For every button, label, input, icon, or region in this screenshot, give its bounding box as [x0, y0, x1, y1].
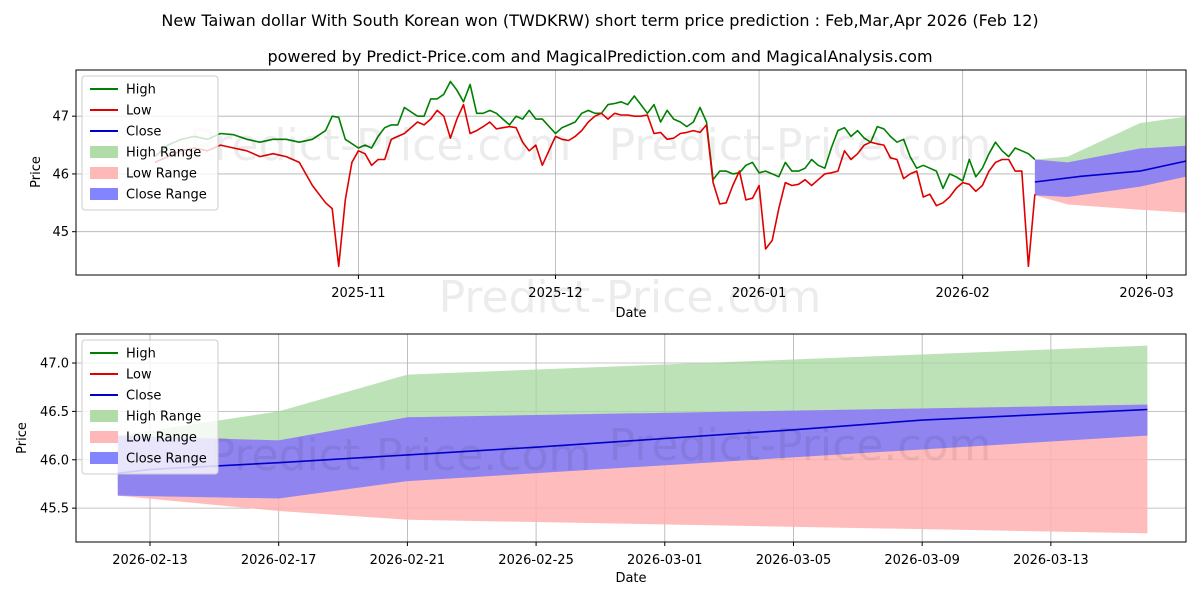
x-tick-label: 2026-03-05: [756, 553, 832, 568]
watermark-text: Predict-Price.com: [439, 272, 822, 323]
x-tick-label: 2026-02-13: [112, 553, 188, 568]
legend-label: Low: [126, 104, 152, 119]
legend-label: High: [126, 347, 156, 362]
x-tick-label: 2026-02-25: [498, 553, 574, 568]
legend-label: High Range: [126, 146, 201, 161]
legend-label: Close: [126, 125, 161, 140]
legend-label: Close: [126, 389, 161, 404]
legend-label: Close Range: [126, 452, 207, 467]
x-tick-label: 2026-03-13: [1013, 553, 1089, 568]
legend-low-range-swatch: [90, 167, 118, 179]
bottom-y-axis-label: Price: [15, 422, 30, 454]
x-tick-label: 2026-01: [732, 286, 786, 301]
legend-close-range-swatch: [90, 452, 118, 464]
x-tick-label: 2026-02-17: [241, 553, 317, 568]
watermark-text: Predict-Price.com: [209, 430, 592, 481]
x-tick-label: 2026-03: [1119, 286, 1173, 301]
bottom-legend: High Low Close High Range Low Range Close Ran…: [81, 339, 219, 475]
legend-close-range-swatch: [90, 188, 118, 200]
legend-label: High Range: [126, 410, 201, 425]
x-tick-label: 2026-02: [936, 286, 990, 301]
watermark-text: Predict-Price.com: [609, 120, 992, 171]
bottom-x-axis-label: Date: [615, 571, 646, 586]
x-tick-label: 2025-11: [331, 286, 385, 301]
watermark-text: Predict-Price.com: [609, 420, 992, 471]
close-forecast-line: [1034, 160, 1186, 183]
bottom-panel: Predict-Price.com Predict-Price.com 2026-…: [15, 333, 1187, 586]
top-series: [154, 80, 1186, 268]
legend-high-range-swatch: [90, 146, 118, 158]
y-tick-label: 47: [52, 110, 69, 125]
high-series-line: [154, 80, 1036, 190]
legend-label: High: [126, 83, 156, 98]
close-range-band: [117, 404, 1148, 499]
x-tick-label: 2026-02-21: [370, 553, 446, 568]
x-tick-label: 2026-03-09: [884, 553, 960, 568]
watermark-text: Predict-Price.com: [189, 120, 572, 171]
chart-subtitle: powered by Predict-Price.com and Magical…: [267, 47, 932, 66]
bottom-series: [117, 345, 1148, 534]
y-tick-label: 46: [52, 167, 69, 182]
top-watermarks: Predict-Price.com Predict-Price.com Predic…: [189, 120, 992, 323]
legend-label: Low Range: [126, 167, 197, 182]
y-tick-label: 46.5: [40, 405, 69, 420]
legend-low-range-swatch: [90, 431, 118, 443]
y-tick-label: 46.0: [40, 453, 69, 468]
low-series-line: [154, 103, 1036, 268]
x-tick-label: 2025-12: [528, 286, 582, 301]
y-tick-label: 45: [52, 225, 69, 240]
y-tick-label: 47.0: [40, 357, 69, 372]
x-tick-label: 2026-03-01: [627, 553, 703, 568]
top-x-axis-label: Date: [615, 306, 646, 321]
legend-label: Low Range: [126, 431, 197, 446]
legend-label: Low: [126, 368, 152, 383]
top-legend: High Low Close High Range Low Range Close Ran…: [81, 75, 219, 211]
chart-title: New Taiwan dollar With South Korean won …: [161, 11, 1038, 30]
legend-high-range-swatch: [90, 410, 118, 422]
top-ticks: 2025-11 2025-12 2026-01 2026-02 2026-03 45 46 4…: [52, 110, 1173, 301]
legend-label: Close Range: [126, 188, 207, 203]
close-range-band: [1034, 145, 1186, 197]
bottom-plot-frame: [75, 333, 1187, 543]
bottom-watermarks: Predict-Price.com Predict-Price.com: [209, 420, 992, 481]
top-panel: Predict-Price.com Predict-Price.com Predic…: [29, 69, 1187, 323]
y-tick-label: 45.5: [40, 502, 69, 517]
top-plot-frame: [75, 69, 1187, 276]
top-y-axis-label: Price: [29, 156, 44, 188]
bottom-ticks: 2026-02-13 2026-02-17 2026-02-21 2026-02-25…: [40, 357, 1089, 568]
